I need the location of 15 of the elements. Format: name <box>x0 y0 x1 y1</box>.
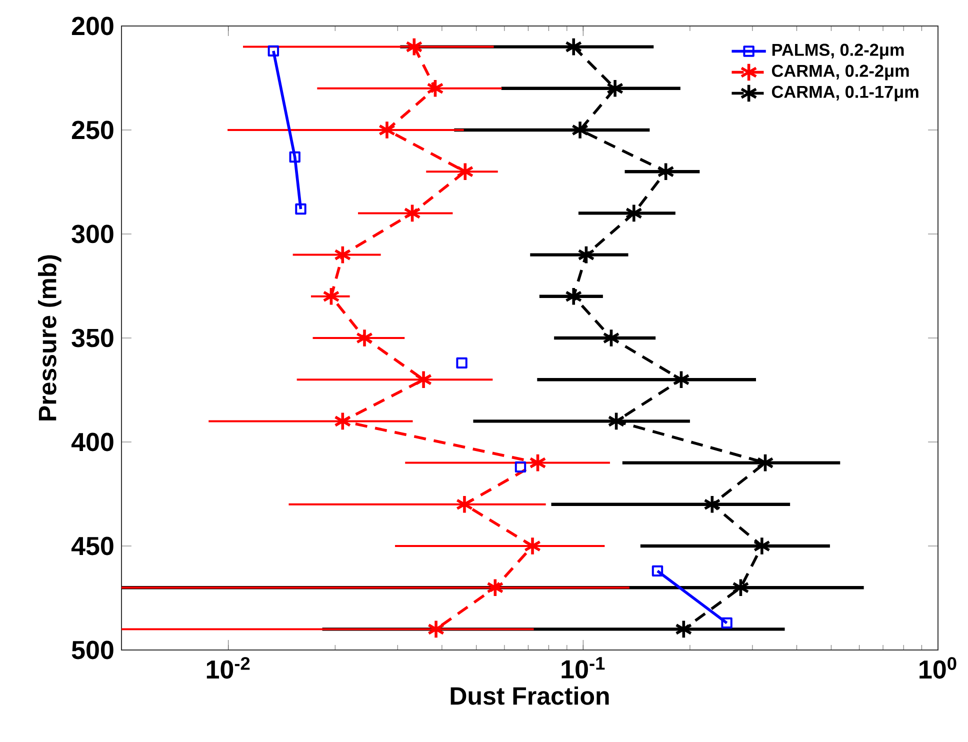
y-tick-label: 300 <box>72 224 114 244</box>
legend-label: PALMS, 0.2-2μm <box>772 44 904 60</box>
y-axis-title: Pressure (mb) <box>38 255 62 420</box>
y-tick-label: 450 <box>71 536 114 556</box>
legend-label: CARMA, 0.2-2μm <box>772 64 909 80</box>
y-tick-label: 250 <box>72 120 114 140</box>
y-tick-label: 400 <box>71 432 114 452</box>
x-tick-label: 10$^{-1}$ <box>562 657 605 679</box>
y-tick-label: 500 <box>72 640 114 660</box>
x-axis-title: Dust Fraction <box>450 686 609 705</box>
x-tick-label: 10$^{0}$ <box>920 657 956 679</box>
x-tick-label: 10$^{-2}$ <box>206 657 250 679</box>
y-tick-label: 200 <box>72 16 114 36</box>
legend-label: CARMA, 0.1-17μm <box>772 86 918 102</box>
y-tick-label: 350 <box>72 328 114 348</box>
